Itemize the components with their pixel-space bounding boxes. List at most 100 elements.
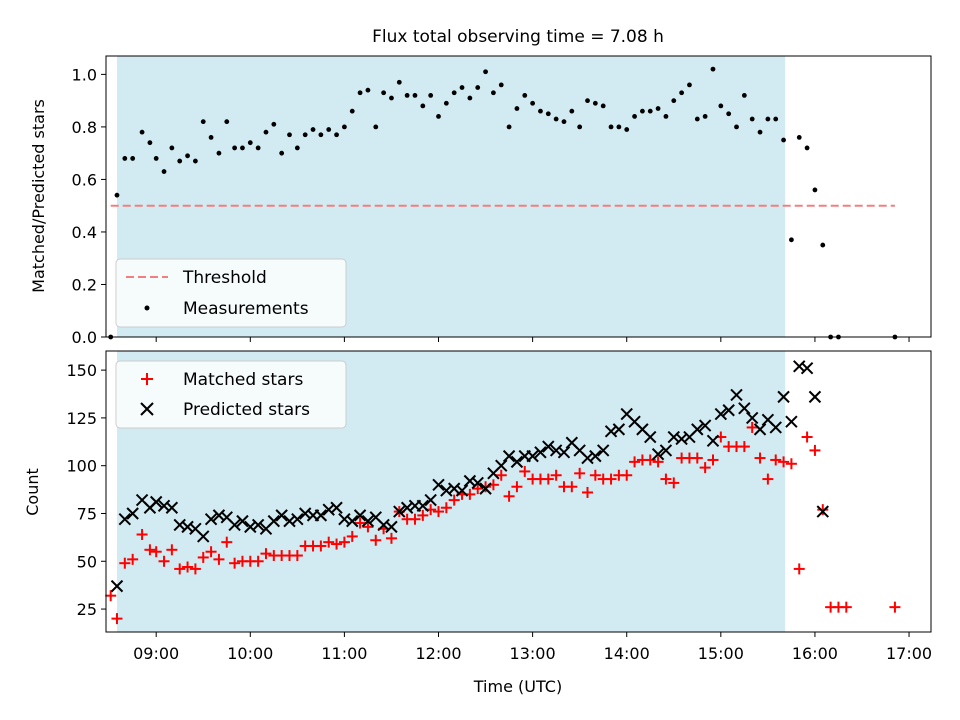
matched-star-point (111, 613, 123, 625)
matched-star-point (629, 456, 641, 468)
predicted-star-point (424, 493, 437, 507)
measurement-point (624, 127, 630, 132)
measurement-point (726, 111, 732, 117)
legend-matched-swatch (141, 373, 153, 385)
measurement-point (710, 66, 716, 72)
measurement-point (741, 92, 747, 98)
y-tick-label: 0.2 (72, 275, 97, 294)
x-tick-label: 12:00 (415, 644, 461, 663)
measurement-point (491, 90, 496, 96)
measurement-point (522, 92, 528, 98)
matched-star-point (448, 494, 460, 506)
matched-star-point (574, 467, 586, 479)
matched-star-point (707, 454, 719, 466)
count-panel-frame (105, 350, 932, 633)
measurement-point (655, 106, 661, 111)
measurement-point (389, 95, 394, 101)
x-tick-label: 10:00 (227, 644, 273, 663)
predicted-star-point (455, 484, 469, 497)
predicted-star-point (502, 449, 516, 463)
predicted-star-point (706, 434, 720, 448)
measurement-point (177, 158, 183, 164)
count-legend: Matched stars Predicted stars (115, 360, 347, 429)
matched-star-point (323, 536, 335, 548)
y-tick-label: 0.4 (72, 223, 97, 242)
matched-star-point (511, 481, 523, 493)
x-tick-label: 14:00 (604, 644, 650, 663)
predicted-star-point (393, 505, 406, 518)
measurement-point (271, 121, 277, 127)
legend-predicted-label: Predicted stars (183, 400, 310, 420)
matched-star-point (778, 456, 790, 468)
matched-star-point (542, 473, 554, 485)
count-y-ticks: 25 50 75 100 125 150 (66, 361, 106, 619)
measurement-point (702, 114, 708, 119)
matched-star-point (589, 469, 601, 481)
measurement-point (749, 116, 755, 122)
matched-star-point (182, 561, 194, 573)
measurement-point (538, 108, 543, 114)
ratio-legend-box (115, 258, 347, 328)
matched-star-point (338, 536, 350, 548)
measurement-point (616, 124, 622, 130)
matched-star-point (668, 477, 680, 489)
predicted-star-point (698, 419, 712, 432)
x-tick-label: 13:00 (510, 644, 556, 663)
predicted-star-point (251, 518, 265, 532)
matched-star-point (660, 473, 672, 485)
predicted-star-point (346, 514, 359, 528)
predicted-star-point (596, 444, 610, 457)
matched-star-point (174, 563, 186, 575)
predicted-star-point (126, 507, 139, 520)
measurement-point (812, 187, 818, 193)
predicted-star-point (691, 423, 704, 436)
predicted-star-point (738, 402, 751, 415)
predicted-star-point (118, 513, 132, 526)
predicted-star-point (730, 388, 743, 402)
predicted-star-point (589, 449, 602, 463)
legend-measurements-swatch (144, 305, 150, 311)
ratio-x-ticks (155, 337, 910, 342)
measurement-point (765, 116, 771, 122)
predicted-star-point (644, 430, 657, 444)
measurement-point (796, 135, 802, 140)
matched-star-point (644, 454, 656, 466)
matched-star-point (252, 555, 264, 567)
y-tick-label: 125 (66, 409, 97, 428)
matched-star-point (205, 546, 217, 558)
matched-star-point (370, 534, 382, 546)
measurement-point (310, 127, 316, 132)
matched-star-point (354, 517, 366, 529)
measurement-point (498, 82, 504, 88)
measurement-point (820, 242, 826, 248)
y-tick-label: 100 (66, 457, 97, 476)
measurement-point (302, 132, 308, 138)
count-legend-box (115, 360, 347, 429)
measurement-point (632, 114, 637, 119)
y-tick-label: 75 (77, 504, 97, 523)
x-tick-label: 17:00 (886, 644, 932, 663)
measurement-point (600, 103, 606, 109)
measurement-point (161, 169, 167, 174)
ratio-panel: 0.0 0.2 0.4 0.6 0.8 1.0 Matched/Predicted sta… (29, 55, 932, 347)
x-tick-label: 15:00 (698, 644, 744, 663)
measurement-point (122, 156, 128, 161)
ratio-panel-frame (105, 55, 932, 338)
measurement-point (514, 106, 520, 111)
matched-star-point (315, 540, 327, 552)
predicted-star-point (534, 446, 547, 459)
y-tick-label: 0.8 (72, 118, 97, 137)
predicted-star-point (197, 530, 210, 543)
measurement-point (404, 92, 410, 98)
measurement-point (694, 116, 700, 122)
matched-star-point (746, 421, 758, 433)
measurement-point (232, 145, 238, 151)
predicted-star-point (479, 482, 492, 495)
predicted-star-point (612, 423, 626, 436)
measurement-point (240, 145, 245, 151)
measurement-point (569, 108, 575, 114)
matched-star-point (495, 469, 507, 481)
measurement-point (263, 129, 269, 135)
matched-star-point (582, 486, 594, 498)
